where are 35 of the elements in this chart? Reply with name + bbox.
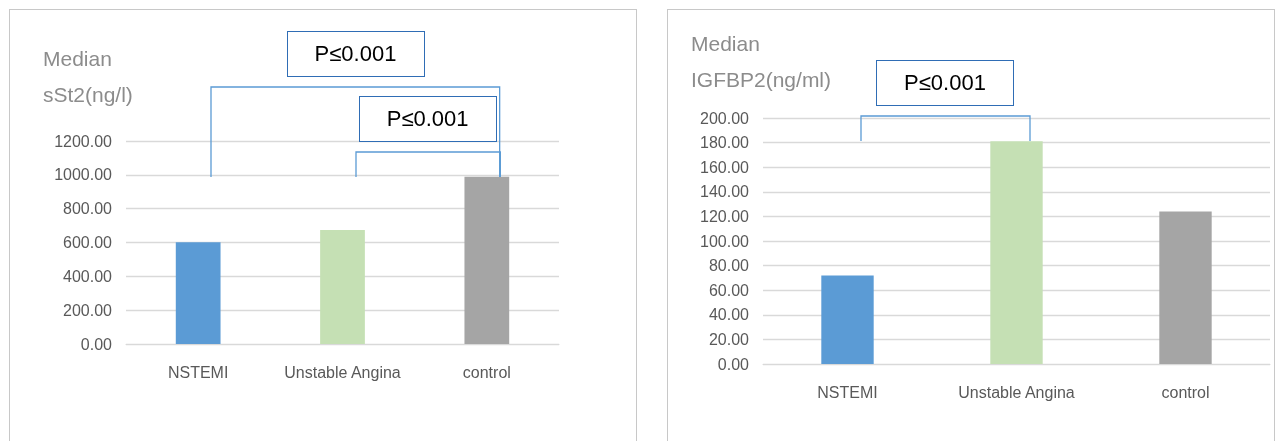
bar [1159,211,1212,364]
y-tick-label: 40.00 [708,306,750,324]
y-tick-label: 140.00 [700,183,750,201]
y-tick-label: 200.00 [700,109,750,127]
y-tick-label: 600.00 [63,234,113,251]
text: P≤0.001 [876,60,1014,107]
x-tick-label: NSTEMI [167,363,229,381]
bar [320,229,365,344]
bar [990,141,1043,364]
bar [464,176,510,344]
y-tick-label: 60.00 [708,281,750,299]
y-axis-title: Median IGFBP2(ng/ml) [691,31,832,91]
y-tick-label: 0.00 [717,355,750,373]
x-tick-label: control [462,363,511,381]
x-tick-label: NSTEMI [817,383,878,401]
y-tick-label: 0.00 [80,335,113,353]
y-axis-title: Median sSt2(ng/l) [43,46,133,106]
y-tick-label: 80.00 [708,257,750,275]
y-tick-label: 1000.00 [54,166,113,184]
bar [175,242,221,344]
x-tick-label: Unstable Angina [284,363,401,381]
x-tick-label: Unstable Angina [958,383,1075,401]
text: P≤0.001 [286,30,425,77]
y-tick-label: 160.00 [700,158,750,176]
y-tick-label: 100.00 [700,232,750,250]
y-tick-label: 200.00 [63,301,113,319]
y-tick-label: 180.00 [700,134,750,152]
bar [821,275,874,364]
y-tick-label: 1200.00 [54,132,113,150]
y-tick-label: 120.00 [700,207,750,225]
y-tick-label: 400.00 [63,267,113,285]
text: P≤0.001 [358,95,497,142]
y-tick-label: 20.00 [708,330,750,348]
x-tick-label: control [1161,383,1210,401]
y-tick-label: 800.00 [63,200,113,218]
